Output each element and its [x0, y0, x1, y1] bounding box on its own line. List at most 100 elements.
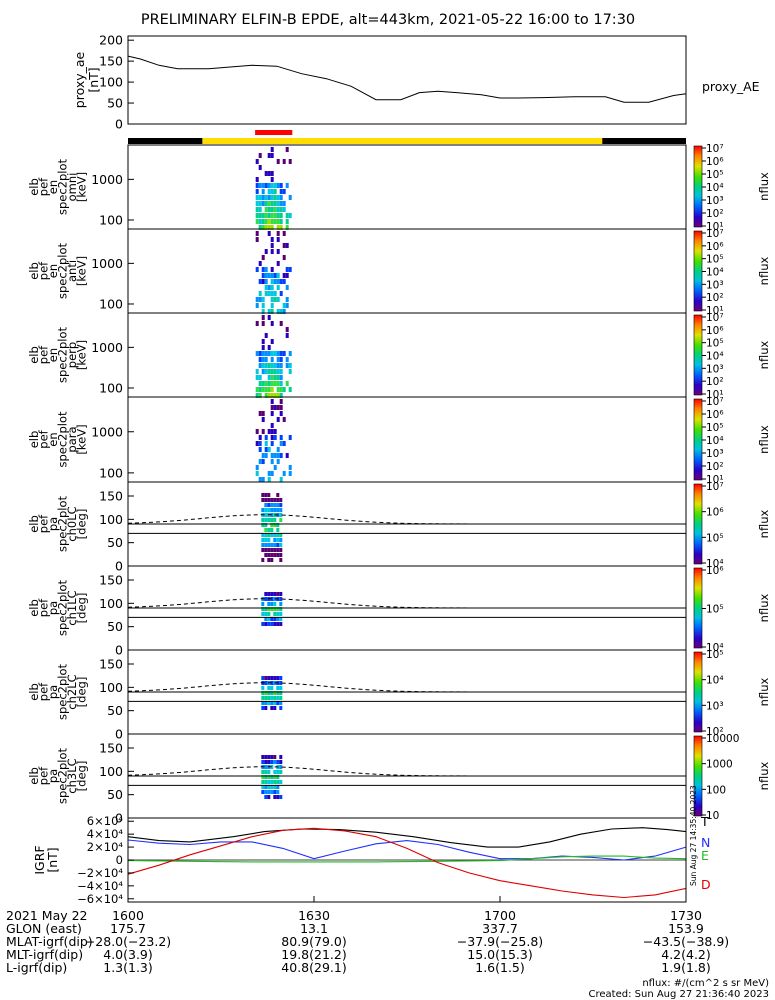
spectrogram-cell — [258, 291, 262, 296]
footer-row-label: L-igrf(dip) — [6, 960, 68, 975]
footer-row-value: 153.9 — [668, 921, 704, 936]
footer-row-value: 80.9(79.0) — [281, 934, 347, 949]
spectrogram-cell — [261, 195, 265, 200]
ae-ylabel-line: [nT] — [86, 67, 101, 92]
spectrogram-cell — [258, 201, 262, 206]
spectrogram-cell — [264, 213, 268, 218]
spectrogram-cell — [276, 369, 280, 374]
spectrogram-cell — [270, 775, 274, 779]
spectrogram-cell — [267, 538, 271, 542]
spectrogram-cell — [270, 369, 274, 374]
spectrogram-cell — [279, 691, 283, 695]
spectrogram-cell — [261, 219, 265, 224]
spectrogram-cell — [276, 607, 280, 611]
spectrogram-cell — [270, 706, 274, 710]
spectrogram-cell — [273, 213, 277, 218]
spectrogram-cell — [267, 315, 271, 320]
spectrogram-cell — [264, 612, 268, 616]
spectrogram-cell — [285, 363, 289, 368]
spectrogram-cell — [270, 429, 274, 434]
spectrogram-cell — [264, 676, 268, 680]
spectrogram-cell — [264, 508, 268, 512]
spectrogram-cell — [288, 465, 292, 470]
spectrogram-cell — [276, 261, 280, 266]
panel-ytick-label: 0 — [115, 727, 123, 742]
spectrogram-cell — [255, 303, 259, 308]
spectrogram-cell — [279, 553, 283, 557]
colorbar-tick-label: 10⁵ — [706, 532, 724, 544]
spectrogram-cell — [279, 696, 283, 700]
spectrogram-cell — [267, 225, 271, 230]
spectrogram-cell — [267, 543, 271, 547]
spectrogram-cell — [276, 201, 280, 206]
spectrogram-cell — [270, 508, 274, 512]
footer-row-value: 1600 — [112, 908, 144, 923]
spectrogram-cell — [261, 676, 265, 680]
spectrogram-layer — [255, 147, 292, 799]
igrf-ytick-label: 2×10⁴ — [87, 840, 124, 854]
spectrogram-cell — [261, 775, 265, 779]
spectrogram-cell — [261, 538, 265, 542]
spectrogram-cell — [276, 780, 280, 784]
spectrogram-cell — [258, 279, 262, 284]
spectrogram-cell — [270, 273, 274, 278]
spectrogram-cell — [261, 255, 265, 260]
spectrogram-cell — [264, 357, 268, 362]
spectrogram-cell — [282, 159, 286, 164]
spectrogram-cell — [279, 518, 283, 522]
spectrogram-cell — [279, 477, 283, 482]
spectrogram-cell — [267, 558, 271, 562]
spectrogram-cell — [255, 267, 259, 272]
spectrogram-cell — [261, 790, 265, 794]
panel-ylabel-line: anti — [65, 260, 79, 282]
spectrogram-cell — [270, 435, 274, 440]
spectrogram-cell — [270, 553, 274, 557]
spectrogram-cell — [267, 381, 271, 386]
spectrogram-cell — [264, 795, 268, 799]
spectrogram-cell — [270, 285, 274, 290]
spectrogram-cell — [270, 393, 274, 398]
spectrogram-cell — [258, 213, 262, 218]
colorbar-tick-label: 10⁴ — [706, 182, 724, 194]
colorbar — [693, 398, 703, 481]
spectrogram-cell — [261, 523, 265, 527]
panel-ylabel-line: [keV] — [75, 340, 89, 370]
spectrogram-cell — [270, 696, 274, 700]
spectrogram-cell — [258, 435, 262, 440]
spectrogram-cell — [261, 543, 265, 547]
colorbar-tick-label: 10⁴ — [706, 558, 724, 570]
spectrogram-cell — [264, 195, 268, 200]
colorbar-label: nflux — [757, 677, 771, 706]
spectrogram-cell — [261, 785, 265, 789]
spectrogram-cell — [261, 493, 265, 497]
spectrogram-cell — [273, 760, 277, 764]
footer-row-value: 15.0(15.3) — [467, 947, 533, 962]
spectrogram-cell — [255, 351, 259, 356]
spectrogram-cell — [270, 518, 274, 522]
spectrogram-cell — [279, 676, 283, 680]
spectrogram-cell — [264, 447, 268, 452]
colorbar-tick-label: 10⁶ — [706, 409, 724, 421]
spectrogram-cell — [258, 375, 262, 380]
spectrogram-cell — [264, 369, 268, 374]
spectrogram-cell — [276, 231, 280, 236]
spectrogram-cell — [267, 790, 271, 794]
spectrogram-cell — [261, 345, 265, 350]
panel-ytick-label: 50 — [107, 619, 123, 634]
spectrogram-cell — [267, 195, 271, 200]
spectrogram-cell — [273, 612, 277, 616]
panel-ylabel-line: [deg] — [75, 761, 89, 792]
igrf-ytick-label: −4×10⁴ — [77, 879, 123, 893]
panel-ylabel-line: pa — [46, 601, 60, 615]
spectrogram-cell — [270, 423, 274, 428]
colorbar-label: nflux — [757, 256, 771, 285]
panel-ylabel-line: perp — [65, 342, 79, 368]
spectrogram-cell — [285, 213, 289, 218]
colorbar-tick-label: 10⁷ — [706, 312, 724, 324]
footer-row-value: 1.6(1.5) — [475, 960, 525, 975]
spectrogram-cell — [279, 219, 283, 224]
panel-ylabel-line: [keV] — [75, 256, 89, 286]
colorbar-tick-label: 10² — [706, 292, 724, 304]
colorbar-tick-label: 10⁷ — [706, 481, 724, 493]
spectrogram-cell — [276, 309, 280, 314]
